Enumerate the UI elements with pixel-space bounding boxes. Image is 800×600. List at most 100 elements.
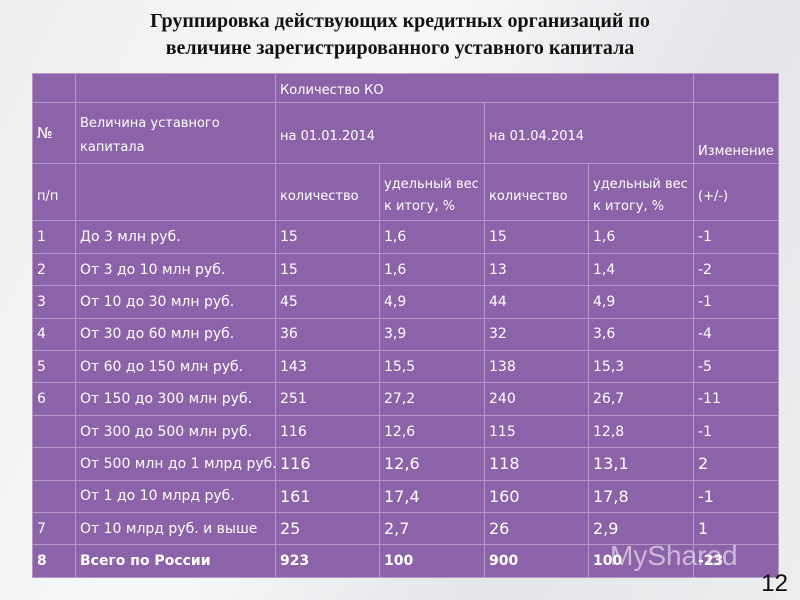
row-label: От 60 до 150 млн руб. xyxy=(75,350,276,384)
row-share-2: 26,7 xyxy=(588,382,694,416)
row-qty-1: 116 xyxy=(275,414,380,449)
row-label: От 1 до 10 млрд руб. xyxy=(75,479,276,514)
row-share-2: 100 xyxy=(588,544,694,578)
row-qty-2: 115 xyxy=(484,414,589,449)
row-no: 5 xyxy=(32,350,76,384)
row-qty-1: 143 xyxy=(275,350,380,384)
row-share-1: 17,4 xyxy=(379,479,485,514)
row-qty-1: 116 xyxy=(275,447,380,481)
row-share-1: 2,7 xyxy=(379,512,485,546)
header-change-sign: (+/-) xyxy=(693,162,779,222)
row-qty-1: 251 xyxy=(275,382,380,416)
row-change: 1 xyxy=(693,512,779,546)
row-qty-2: 26 xyxy=(484,512,589,546)
header-date-1: на 01.01.2014 xyxy=(275,102,485,164)
row-change: -5 xyxy=(693,350,779,384)
row-qty-2: 138 xyxy=(484,350,589,384)
capital-groups-table: Количество КО № Величина уставного капит… xyxy=(32,72,779,578)
header-no: № xyxy=(32,102,76,164)
table-row: 4 От 30 до 60 млн руб. 36 3,9 32 3,6 -4 xyxy=(32,317,779,352)
table-row: 5 От 60 до 150 млн руб. 143 15,5 138 15,… xyxy=(32,350,779,384)
row-share-2: 1,6 xyxy=(588,220,694,254)
row-change: -1 xyxy=(693,285,779,319)
row-qty-1: 45 xyxy=(275,285,380,319)
row-share-1: 15,5 xyxy=(379,350,485,384)
row-share-1: 100 xyxy=(379,544,485,578)
row-qty-1: 25 xyxy=(275,512,380,546)
table-row: 3 От 10 до 30 млн руб. 45 4,9 44 4,9 -1 xyxy=(32,285,779,319)
table-row: 6 От 150 до 300 млн руб. 251 27,2 240 26… xyxy=(32,382,779,416)
row-no: 6 xyxy=(32,382,76,416)
row-change: -11 xyxy=(693,382,779,416)
row-change: -4 xyxy=(693,317,779,352)
row-qty-2: 15 xyxy=(484,220,589,254)
row-share-1: 1,6 xyxy=(379,220,485,254)
header-size-top-cell xyxy=(75,72,276,104)
row-no: 1 xyxy=(32,220,76,254)
row-label: От 3 до 10 млн руб. xyxy=(75,252,276,287)
table-row: От 500 млн до 1 млрд руб. 116 12,6 118 1… xyxy=(32,447,779,481)
row-no: 3 xyxy=(32,285,76,319)
table-row: 1 До 3 млн руб. 15 1,6 15 1,6 -1 xyxy=(32,220,779,254)
table-row: 2 От 3 до 10 млн руб. 15 1,6 13 1,4 -2 xyxy=(32,252,779,287)
header-row-2: № Величина уставного капитала на 01.01.2… xyxy=(32,102,779,164)
row-no: 7 xyxy=(32,512,76,546)
row-share-1: 3,9 xyxy=(379,317,485,352)
row-label: От 300 до 500 млн руб. xyxy=(75,414,276,449)
header-no-top-cell xyxy=(32,72,76,104)
row-label: От 30 до 60 млн руб. xyxy=(75,317,276,352)
row-no xyxy=(32,479,76,514)
row-share-2: 15,3 xyxy=(588,350,694,384)
row-share-1: 12,6 xyxy=(379,414,485,449)
row-qty-1: 161 xyxy=(275,479,380,514)
row-share-1: 4,9 xyxy=(379,285,485,319)
row-no: 4 xyxy=(32,317,76,352)
row-share-1: 12,6 xyxy=(379,447,485,481)
header-date-2: на 01.04.2014 xyxy=(484,102,694,164)
row-change: -2 xyxy=(693,252,779,287)
table-row: 7 От 10 млрд руб. и выше 25 2,7 26 2,9 1 xyxy=(32,512,779,546)
row-label: От 150 до 300 млн руб. xyxy=(75,382,276,416)
slide-title: Группировка действующих кредитных органи… xyxy=(30,8,770,62)
header-row-1: Количество КО xyxy=(32,72,779,104)
row-share-1: 1,6 xyxy=(379,252,485,287)
row-share-2: 17,8 xyxy=(588,479,694,514)
row-qty-2: 160 xyxy=(484,479,589,514)
watermark-logo: MyShared xyxy=(610,540,738,571)
header-row-3: п/п количество удельный вес к итогу, % к… xyxy=(32,162,779,222)
row-qty-2: 32 xyxy=(484,317,589,352)
header-share-1: удельный вес к итогу, % xyxy=(379,162,485,222)
row-change: -1 xyxy=(693,479,779,514)
table-row: От 1 до 10 млрд руб. 161 17,4 160 17,8 -… xyxy=(32,479,779,514)
table-row-total: 8 Всего по России 923 100 900 100 -23 xyxy=(32,544,779,578)
header-change-top-cell xyxy=(693,72,779,104)
row-share-2: 13,1 xyxy=(588,447,694,481)
row-share-2: 1,4 xyxy=(588,252,694,287)
row-no: 2 xyxy=(32,252,76,287)
header-size-sub xyxy=(75,162,276,222)
row-label: До 3 млн руб. xyxy=(75,220,276,254)
header-size-label: Величина уставного капитала xyxy=(75,102,276,164)
row-share-2: 3,6 xyxy=(588,317,694,352)
row-share-2: 2,9 xyxy=(588,512,694,546)
row-qty-2: 13 xyxy=(484,252,589,287)
header-qty-1: количество xyxy=(275,162,380,222)
header-change: Изменение xyxy=(693,102,779,164)
row-qty-2: 44 xyxy=(484,285,589,319)
row-share-2: 4,9 xyxy=(588,285,694,319)
row-no xyxy=(32,414,76,449)
row-qty-1: 36 xyxy=(275,317,380,352)
row-no: 8 xyxy=(32,544,76,578)
header-count-ko: Количество КО xyxy=(275,72,694,104)
row-qty-1: 15 xyxy=(275,252,380,287)
row-label: От 500 млн до 1 млрд руб. xyxy=(75,447,276,481)
page-number: 12 xyxy=(761,570,788,597)
row-change: -23 xyxy=(693,544,779,578)
row-change: -1 xyxy=(693,414,779,449)
row-qty-2: 900 xyxy=(484,544,589,578)
header-no-sub: п/п xyxy=(32,162,76,222)
row-label: Всего по России xyxy=(75,544,276,578)
row-label: От 10 млрд руб. и выше xyxy=(75,512,276,546)
row-no xyxy=(32,447,76,481)
row-change: 2 xyxy=(693,447,779,481)
